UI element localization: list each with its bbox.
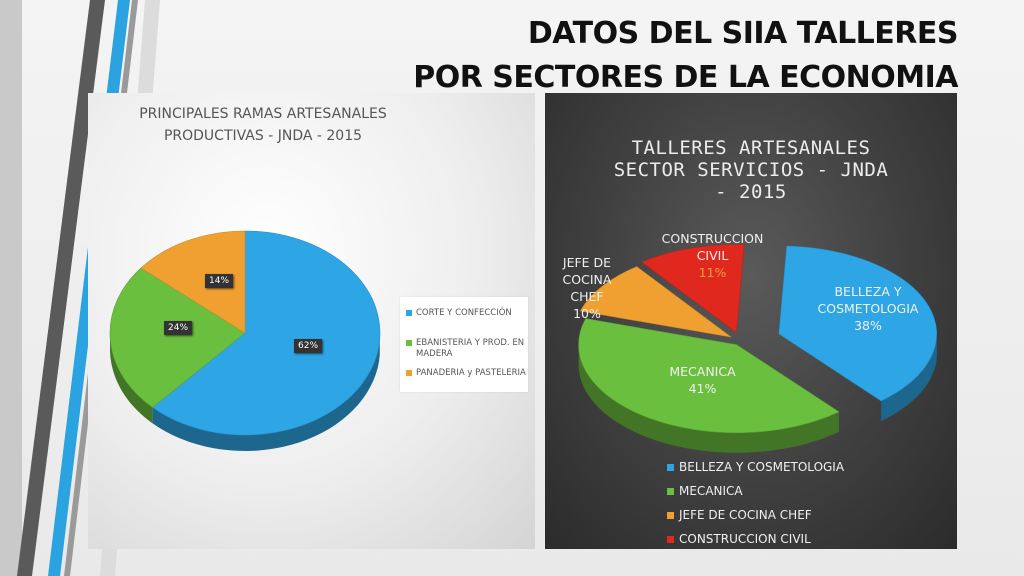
- right-slice-0: [778, 245, 937, 402]
- label-mecanica-line-1: MECANICA: [669, 364, 736, 379]
- legend-item-panaderia: PANADERIA y PASTELERIA: [406, 368, 526, 379]
- slide-title-line-2: POR SECTORES DE LA ECONOMIA: [413, 60, 958, 95]
- left-pie-tops: [109, 230, 381, 436]
- left-pie-chart: [109, 230, 381, 451]
- right-pie-label-mecanica: MECANICA 41%: [645, 363, 760, 397]
- legend-label-ebanisteria: EBANISTERIA Y PROD. EN MADERA: [416, 338, 524, 360]
- label-jefe-line-1: JEFE DE: [562, 255, 612, 270]
- left-side-0: [152, 338, 380, 451]
- left-chart-panel: PRINCIPALES RAMAS ARTESANALES PRODUCTIVA…: [88, 93, 535, 549]
- right-side-1: [578, 344, 839, 453]
- slide-title-line-1: DATOS DEL SIIA TALLERES: [527, 16, 959, 51]
- right-slice-1: [578, 318, 840, 434]
- label-belleza-line-1: BELLEZA Y: [834, 284, 902, 299]
- right-chart-legend: BELLEZA Y COSMETOLOGIA MECANICA JEFE DE …: [667, 455, 947, 551]
- right-chart-title: TALLERES ARTESANALES SECTOR SERVICIOS - …: [575, 137, 927, 203]
- legend-swatch-green: [406, 340, 412, 346]
- left-slice-0: [152, 230, 381, 436]
- legend-item-jefe: JEFE DE COCINA CHEF: [667, 503, 947, 527]
- legend-swatch-orange: [406, 370, 412, 376]
- left-side-1: [110, 334, 153, 424]
- legend-item-mecanica: MECANICA: [667, 479, 947, 503]
- right-pie-label-construccion: CONSTRUCCION CIVIL 11%: [645, 230, 780, 281]
- left-pie-label-ebanisteria: 24%: [164, 321, 193, 335]
- left-chart-title-line-2: PRODUCTIVAS - JNDA - 2015: [163, 128, 363, 144]
- legend-swatch-orange: [667, 511, 674, 519]
- legend-label-panaderia: PANADERIA y PASTELERIA: [416, 368, 526, 378]
- right-chart-title-line-3: - 2015: [715, 181, 787, 203]
- label-jefe-value: 10%: [573, 306, 601, 321]
- right-side-0: [881, 336, 937, 421]
- legend-swatch-blue: [667, 463, 674, 471]
- legend-label-corte: CORTE Y CONFECCIÓN: [416, 308, 512, 318]
- legend-label-jefe: JEFE DE COCINA CHEF: [679, 508, 812, 522]
- left-chart-title-line-1: PRINCIPALES RAMAS ARTESANALES: [139, 106, 387, 122]
- right-pie-label-jefe: JEFE DE COCINA CHEF 10%: [547, 254, 627, 322]
- right-pie-tops: [578, 244, 937, 434]
- legend-swatch-red: [667, 535, 674, 543]
- left-pie-label-panaderia: 14%: [205, 274, 234, 288]
- left-chart-legend: CORTE Y CONFECCIÓN EBANISTERIA Y PROD. E…: [400, 297, 528, 392]
- legend-item-construccion: CONSTRUCCION CIVIL: [667, 527, 947, 551]
- label-mecanica-value: 41%: [688, 381, 717, 396]
- left-chart-title: PRINCIPALES RAMAS ARTESANALES PRODUCTIVA…: [88, 103, 438, 147]
- legend-item-belleza: BELLEZA Y COSMETOLOGIA: [667, 455, 947, 479]
- legend-label-ebanisteria-line-2: MADERA: [416, 349, 453, 359]
- legend-item-ebanisteria: EBANISTERIA Y PROD. EN MADERA: [406, 338, 524, 360]
- legend-item-corte: CORTE Y CONFECCIÓN: [406, 308, 512, 319]
- legend-label-belleza: BELLEZA Y COSMETOLOGIA: [679, 460, 845, 474]
- left-pie-label-corte: 62%: [294, 339, 323, 353]
- right-pie-chart: [578, 244, 937, 453]
- label-jefe-line-2: COCINA: [562, 272, 612, 287]
- label-jefe-line-3: CHEF: [570, 289, 604, 304]
- label-construccion-line-2: CIVIL: [696, 248, 729, 263]
- legend-label-ebanisteria-line-1: EBANISTERIA Y PROD. EN: [416, 338, 525, 348]
- label-construccion-line-1: CONSTRUCCION: [661, 231, 764, 246]
- slide-title: DATOS DEL SIIA TALLERES POR SECTORES DE …: [413, 12, 958, 100]
- right-chart-title-line-1: TALLERES ARTESANALES: [631, 137, 871, 159]
- right-slice-3: [641, 244, 745, 334]
- label-belleza-line-2: COSMETOLOGIA: [817, 301, 919, 316]
- right-pie-label-belleza: BELLEZA Y COSMETOLOGIA 38%: [803, 283, 933, 334]
- left-pie-sides: [110, 334, 380, 451]
- right-chart-panel: TALLERES ARTESANALES SECTOR SERVICIOS - …: [545, 93, 957, 549]
- right-pie-sides: [578, 336, 937, 453]
- legend-swatch-green: [667, 487, 674, 495]
- legend-swatch-blue: [406, 310, 412, 316]
- left-slice-2: [140, 230, 246, 334]
- label-belleza-value: 38%: [854, 318, 882, 333]
- label-construccion-value: 11%: [698, 265, 727, 280]
- legend-label-mecanica: MECANICA: [679, 484, 743, 498]
- right-slice-2: [579, 266, 732, 338]
- right-chart-title-line-2: SECTOR SERVICIOS - JNDA: [613, 159, 889, 181]
- left-slice-1: [109, 267, 246, 408]
- legend-label-construccion: CONSTRUCCION CIVIL: [679, 532, 811, 546]
